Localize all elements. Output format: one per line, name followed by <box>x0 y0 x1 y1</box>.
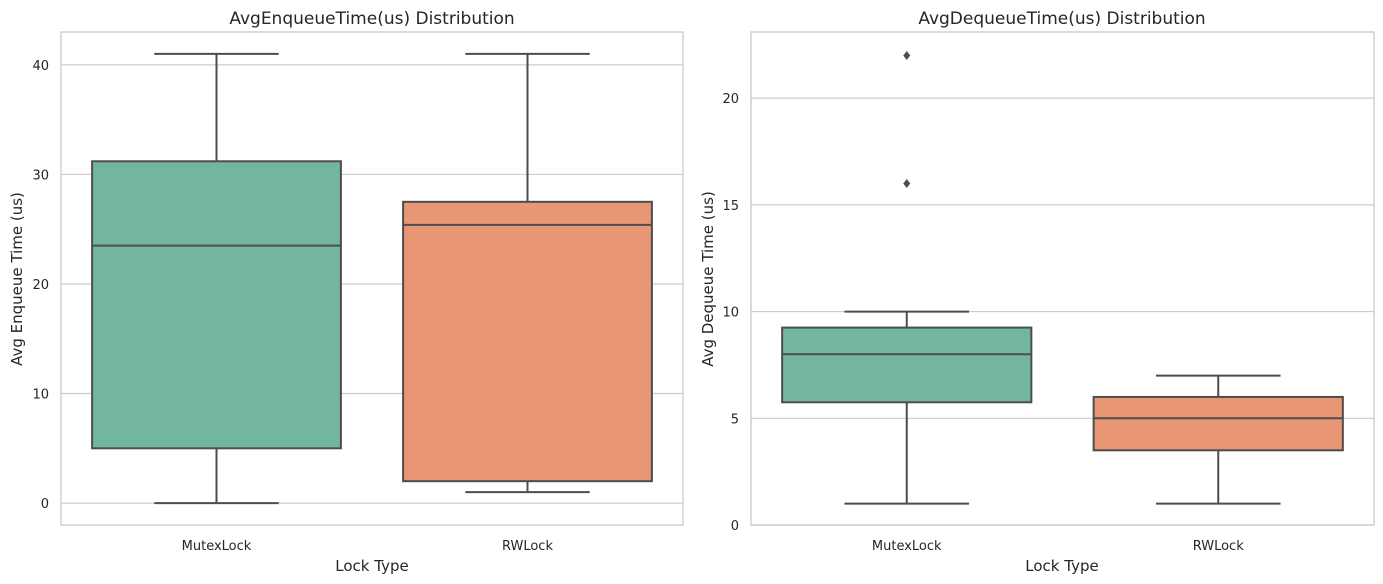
iqr-box <box>1092 395 1344 452</box>
dequeue-time-panel: AvgDequeueTime(us) Distribution Lock Typ… <box>699 9 1375 575</box>
iqr-box <box>781 326 1033 404</box>
chart-title: AvgEnqueueTime(us) Distribution <box>229 9 514 29</box>
y-tick-label: 0 <box>41 497 49 512</box>
x-tick-label: MutexLock <box>872 539 942 554</box>
box-rwlock <box>1092 374 1344 505</box>
x-tick-label: RWLock <box>502 539 553 554</box>
iqr-box <box>402 200 653 483</box>
y-axis-label: Avg Dequeue Time (us) <box>699 191 717 367</box>
chart-title: AvgDequeueTime(us) Distribution <box>918 9 1205 29</box>
box-rwlock <box>402 52 653 494</box>
y-tick-label: 30 <box>32 168 49 183</box>
y-tick-label: 5 <box>731 412 739 427</box>
y-axis-label: Avg Enqueue Time (us) <box>8 192 26 366</box>
y-tick-label: 20 <box>722 92 739 107</box>
y-tick-label: 10 <box>32 388 49 403</box>
y-tick-label: 20 <box>32 278 49 293</box>
x-axis-label: Lock Type <box>1025 557 1098 575</box>
outlier-point <box>903 179 911 189</box>
y-tick-label: 40 <box>32 59 49 74</box>
x-tick-label: MutexLock <box>182 539 252 554</box>
outlier-point <box>903 50 911 60</box>
box-mutexlock <box>91 52 342 505</box>
x-axis-label: Lock Type <box>335 557 408 575</box>
y-tick-label: 15 <box>722 199 739 214</box>
iqr-box <box>91 160 342 450</box>
x-tick-label: RWLock <box>1193 539 1244 554</box>
box-mutexlock <box>781 50 1033 505</box>
y-tick-label: 0 <box>731 519 739 534</box>
plot-frame <box>60 31 684 526</box>
plot-frame <box>750 31 1375 526</box>
enqueue-time-panel: AvgEnqueueTime(us) Distribution Lock Typ… <box>8 9 684 575</box>
y-tick-label: 10 <box>722 306 739 321</box>
